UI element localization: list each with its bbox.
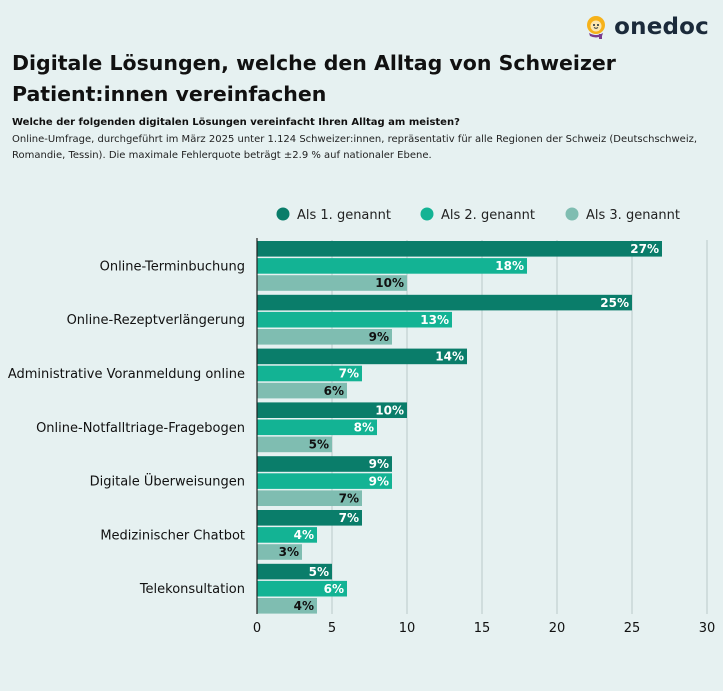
page-title: Digitale Lösungen, welche den Alltag von… — [12, 51, 616, 106]
bar-value-label: 7% — [339, 511, 359, 525]
mascot-icon — [587, 16, 606, 39]
bar-value-label: 4% — [294, 528, 314, 542]
bar-value-label: 6% — [324, 582, 344, 596]
bar-value-label: 10% — [375, 276, 404, 290]
bar-value-label: 9% — [369, 457, 389, 471]
category-label: Online-Rezeptverlängerung — [67, 313, 245, 328]
bar-value-label: 9% — [369, 474, 389, 488]
bar-value-label: 18% — [495, 259, 524, 273]
legend-label: Als 1. genannt — [297, 208, 391, 223]
bar-value-label: 7% — [339, 491, 359, 505]
bar-value-label: 3% — [279, 545, 299, 559]
x-tick-label: 0 — [253, 621, 261, 636]
bar — [257, 294, 632, 311]
bar — [257, 311, 452, 328]
survey-question: Welche der folgenden digitalen Lösungen … — [12, 117, 460, 128]
onedoc-logo[interactable]: onedoc — [583, 14, 709, 40]
bar — [257, 563, 332, 580]
bar — [257, 419, 377, 436]
bar-value-label: 13% — [420, 313, 449, 327]
x-tick-label: 20 — [549, 621, 566, 636]
bar — [257, 473, 392, 489]
bar-value-label: 4% — [294, 599, 314, 613]
category-label: Digitale Überweisungen — [90, 473, 245, 490]
category-label: Online-Notfalltriage-Fragebogen — [36, 421, 245, 436]
bar — [257, 527, 317, 543]
bar-value-label: 10% — [375, 403, 404, 417]
bar-value-label: 8% — [354, 421, 374, 435]
legend-label: Als 3. genannt — [586, 208, 680, 223]
x-tick-label: 5 — [328, 621, 336, 636]
bar-value-label: 5% — [309, 565, 329, 579]
bar-value-label: 14% — [435, 350, 464, 364]
bar-value-label: 6% — [324, 384, 344, 398]
brand-name: onedoc — [614, 14, 709, 40]
bar — [257, 456, 392, 472]
bar — [257, 275, 407, 291]
x-tick-label: 15 — [474, 621, 491, 636]
x-tick-label: 10 — [399, 621, 416, 636]
survey-description: Online-Umfrage, durchgeführt im März 202… — [12, 134, 698, 161]
x-tick-label: 30 — [699, 621, 716, 636]
bar — [257, 258, 527, 274]
bar — [257, 329, 392, 345]
category-label: Medizinischer Chatbot — [100, 528, 245, 543]
bar-value-label: 25% — [600, 296, 629, 310]
legend-label: Als 2. genannt — [441, 208, 535, 223]
bar-value-label: 7% — [339, 367, 359, 381]
bar — [257, 382, 347, 399]
legend-marker — [565, 207, 579, 221]
bar — [257, 402, 407, 418]
bar — [257, 544, 302, 560]
bar — [257, 365, 362, 382]
legend-marker — [276, 207, 290, 221]
x-tick-label: 25 — [624, 621, 641, 636]
bar — [257, 241, 662, 257]
bar — [257, 580, 347, 597]
bar — [257, 598, 317, 614]
category-label: Online-Terminbuchung — [100, 259, 245, 274]
bar-value-label: 5% — [309, 438, 329, 452]
category-label: Administrative Voranmeldung online — [8, 367, 245, 382]
category-label: Telekonsultation — [139, 582, 245, 597]
legend-marker — [420, 207, 434, 221]
bar-value-label: 27% — [630, 242, 659, 256]
bar-value-label: 9% — [369, 330, 389, 344]
bar — [257, 510, 362, 526]
bar — [257, 348, 467, 365]
bar — [257, 490, 362, 506]
bar — [257, 436, 332, 453]
